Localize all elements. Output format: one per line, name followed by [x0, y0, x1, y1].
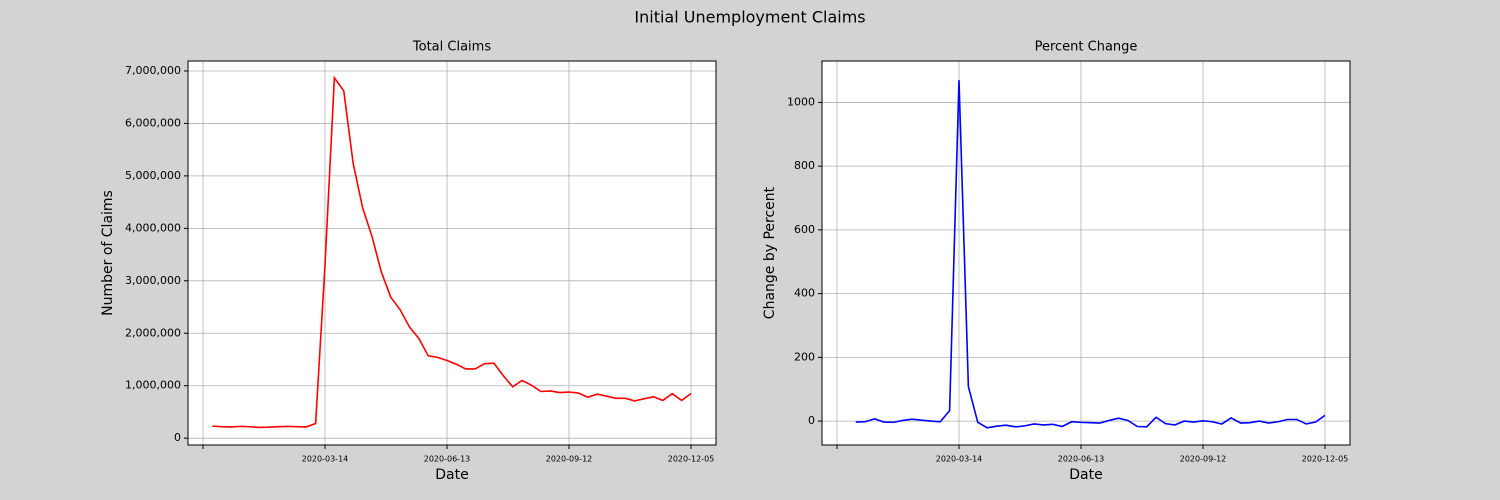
y-tick-label: 1000: [787, 95, 815, 108]
plot-frame: [187, 60, 717, 446]
y-tick-label: 0: [174, 431, 181, 444]
y-tick-label: 2,000,000: [125, 326, 181, 339]
y-tick-label: 600: [794, 223, 815, 236]
plot-area: [822, 61, 1350, 445]
y-tick-label: 1,000,000: [125, 379, 181, 392]
x-tick-label: 2020-12-05: [668, 455, 715, 464]
y-tick-label: 0: [808, 414, 815, 427]
y-axis-label: Number of Claims: [100, 190, 116, 316]
data-line: [212, 75, 692, 429]
chart-title: Percent Change: [1035, 40, 1138, 55]
y-tick-label: 400: [794, 287, 815, 300]
x-tick-label: 2020-12-05: [1302, 455, 1349, 464]
y-tick-label: 4,000,000: [125, 221, 181, 234]
x-tick-label: 2020-03-14: [936, 455, 983, 464]
x-tick-label: 2020-03-14: [302, 455, 349, 464]
y-tick-label: 7,000,000: [125, 64, 181, 77]
y-tick-label: 200: [794, 350, 815, 363]
chart-title: Total Claims: [412, 40, 491, 55]
y-axis-label: Change by Percent: [762, 186, 778, 319]
plot-area: [188, 61, 716, 445]
x-axis-label: Date: [435, 467, 468, 483]
x-tick-label: 2020-09-12: [546, 455, 593, 464]
y-tick-label: 5,000,000: [125, 169, 181, 182]
x-tick-label: 2020-06-13: [424, 455, 471, 464]
y-tick-label: 800: [794, 159, 815, 172]
figure-title: Initial Unemployment Claims: [634, 8, 865, 27]
y-tick-label: 6,000,000: [125, 116, 181, 129]
x-axis-label: Date: [1069, 467, 1102, 483]
x-tick-label: 2020-09-12: [1180, 455, 1227, 464]
data-line: [855, 80, 1326, 429]
y-tick-label: 3,000,000: [125, 274, 181, 287]
x-tick-label: 2020-06-13: [1058, 455, 1105, 464]
plot-frame: [821, 60, 1351, 446]
